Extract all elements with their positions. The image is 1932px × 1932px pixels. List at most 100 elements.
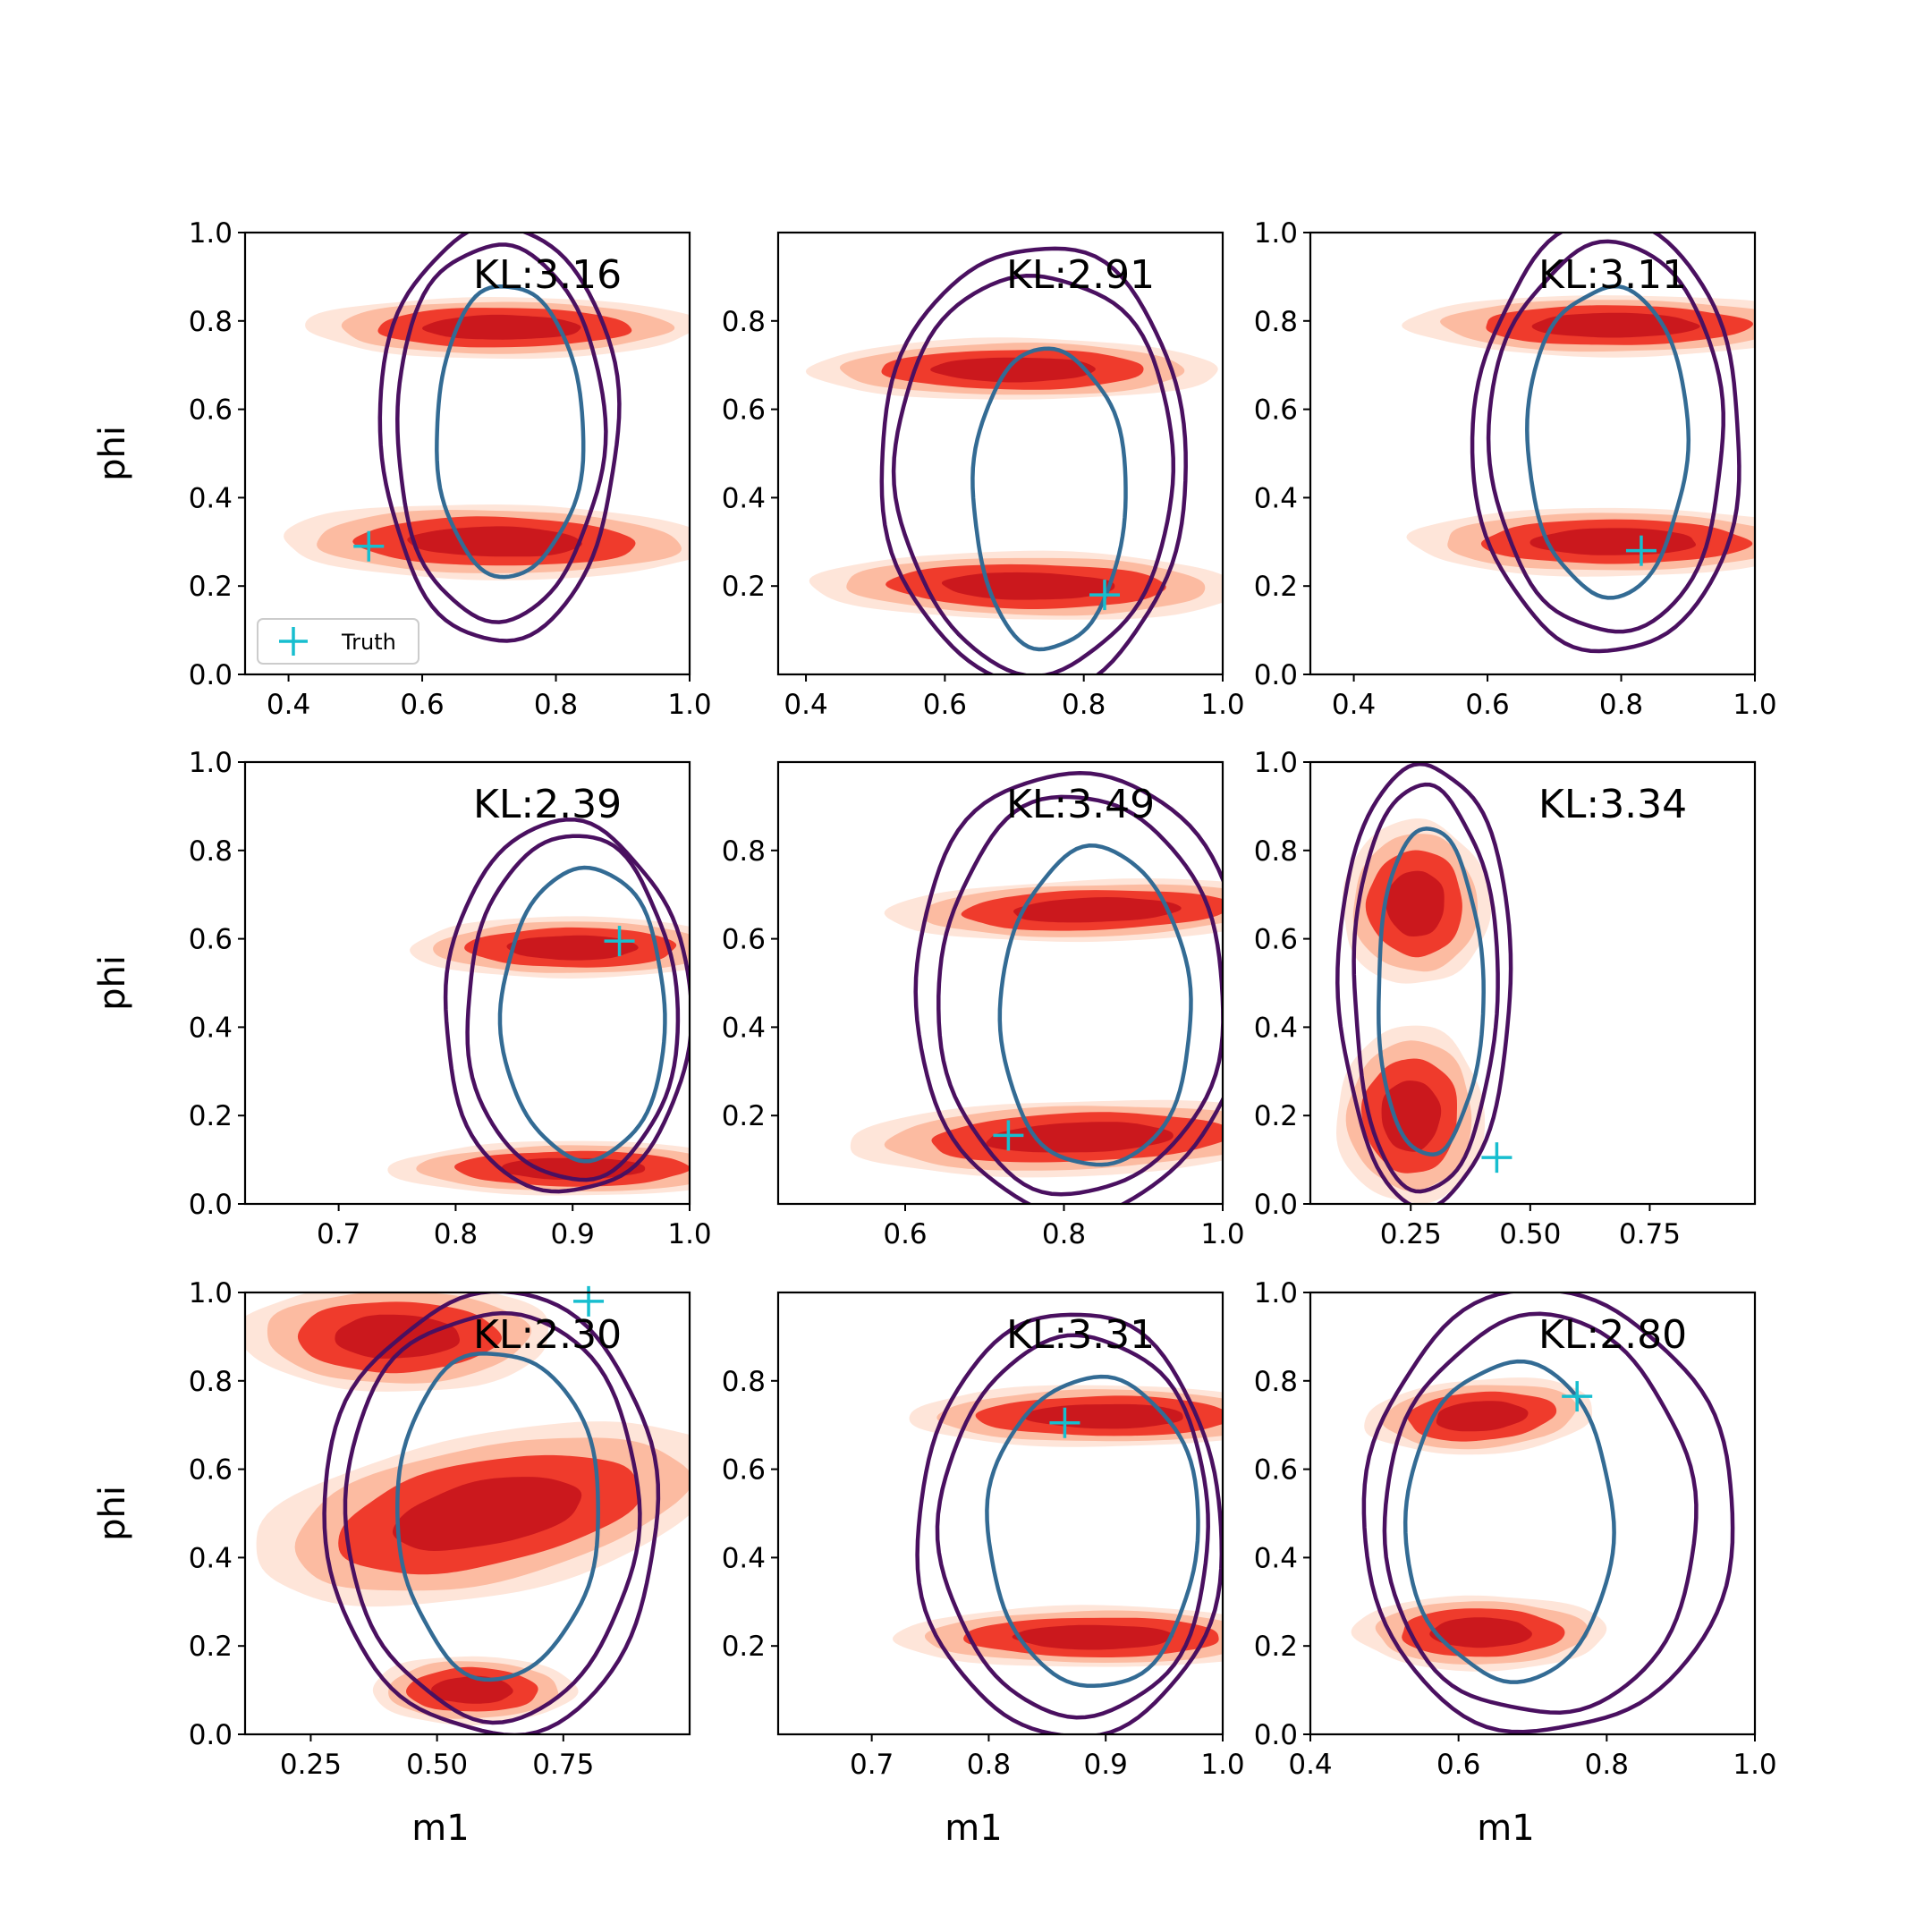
x-tick-label: 0.4	[1332, 689, 1376, 721]
x-tick-label: 1.0	[1200, 689, 1244, 721]
x-axis-label: m1	[1477, 1808, 1534, 1849]
plot-area	[387, 818, 690, 1196]
y-tick-label: 0.4	[189, 1542, 233, 1574]
y-tick-label: 0.2	[722, 1631, 766, 1663]
y-tick-label: 0.4	[1254, 482, 1298, 514]
truth-marker	[1625, 535, 1657, 566]
kl-label: KL:3.34	[1538, 782, 1687, 827]
y-tick-label: 0.0	[189, 1719, 233, 1751]
x-axis-label: m1	[945, 1808, 1002, 1849]
axes-frame	[1309, 760, 1757, 1206]
subplot-3: 0.4 0.6 0.8 1.0 0.0 0.2 0.4 0.6 0.8 1.0 KL:3.11	[1254, 217, 1777, 721]
contour-ring-3	[395, 1352, 600, 1682]
y-tick-label: 0.0	[1254, 659, 1298, 691]
plot-area	[892, 1312, 1223, 1734]
contour-ring-1	[377, 233, 622, 643]
y-tick-label: 0.6	[722, 924, 766, 956]
contour-ring-2	[343, 1310, 642, 1725]
axes-frame	[1309, 231, 1757, 676]
y-tick-label: 0.0	[1254, 1189, 1298, 1221]
y-tick-label: 0.6	[1254, 924, 1298, 956]
y-tick-label: 0.8	[1254, 306, 1298, 338]
contour-ring-3	[1377, 826, 1486, 1157]
y-tick-label: 0.2	[189, 571, 233, 603]
contour-ring-3	[435, 284, 586, 580]
y-tick-label: 0.2	[1254, 571, 1298, 603]
truth-marker	[1481, 1142, 1513, 1174]
y-tick-label: 0.4	[1254, 1542, 1298, 1574]
x-tick-label: 0.8	[1585, 1749, 1629, 1781]
y-tick-label: 1.0	[189, 217, 233, 250]
y-tick-label: 1.0	[1254, 747, 1298, 779]
axes-frame	[243, 231, 691, 676]
density-mode-2-level-4	[407, 526, 582, 557]
density-mode-2-level-4	[1530, 528, 1696, 555]
y-tick-label: 0.8	[189, 306, 233, 338]
y-tick-label: 0.2	[189, 1631, 233, 1663]
x-tick-label: 0.8	[434, 1218, 478, 1250]
y-tick-label: 1.0	[189, 1277, 233, 1309]
contour-ring-2	[1486, 239, 1725, 634]
kl-label: KL:3.16	[473, 252, 622, 298]
subplot-9: 0.4 0.6 0.8 1.0 0.0 0.2 0.4 0.6 0.8 1.0 KL:2.80 m1	[1254, 1277, 1777, 1849]
density-mode-2-level-4	[1381, 1080, 1442, 1152]
plot-area	[1351, 1292, 1735, 1734]
y-tick-label: 0.0	[189, 659, 233, 691]
y-axis-label: phi	[92, 955, 133, 1011]
y-tick-label: 0.8	[1254, 835, 1298, 868]
density-mode-2-level-4	[393, 1477, 582, 1551]
y-axis-label: phi	[92, 1486, 133, 1541]
contour-ring-1	[913, 771, 1223, 1204]
x-tick-label: 0.9	[1084, 1749, 1128, 1781]
y-tick-label: 1.0	[1254, 217, 1298, 250]
contour-ring-2	[1352, 782, 1500, 1194]
truth-marker	[993, 1120, 1024, 1151]
y-tick-label: 0.0	[189, 1189, 233, 1221]
axes-frame	[776, 760, 1224, 1206]
contour-ring-3	[997, 843, 1193, 1167]
x-tick-label: 0.75	[1619, 1218, 1681, 1250]
kl-label: KL:2.30	[473, 1312, 622, 1358]
truth-marker	[1089, 580, 1120, 611]
truth-marker	[353, 530, 385, 562]
x-tick-label: 1.0	[1733, 689, 1776, 721]
subplot-2: 0.4 0.6 0.8 1.0 0.2 0.4 0.6 0.8 KL:2.91	[722, 231, 1245, 721]
density-mode-3-level-4	[431, 1675, 513, 1704]
contour-ring-1	[322, 1292, 661, 1734]
x-axis-label: m1	[411, 1808, 469, 1849]
x-tick-label: 0.4	[1288, 1749, 1332, 1781]
legend-box	[257, 618, 419, 665]
y-tick-label: 0.4	[189, 482, 233, 514]
x-tick-label: 0.6	[923, 689, 967, 721]
x-tick-label: 0.7	[317, 1218, 360, 1250]
y-tick-label: 0.6	[189, 924, 233, 956]
contour-ring-2	[1382, 1311, 1699, 1715]
x-tick-label: 0.9	[551, 1218, 595, 1250]
plot-area	[1335, 762, 1513, 1204]
subplot-1: 0.4 0.6 0.8 1.0 0.0 0.2 0.4 0.6 0.8 1.0 KL:3.16 phi…	[92, 217, 712, 721]
contour-ring-1	[1470, 233, 1741, 654]
x-tick-label: 0.6	[400, 689, 444, 721]
axes-frame	[776, 1291, 1224, 1736]
y-tick-label: 1.0	[1254, 1277, 1298, 1309]
y-tick-label: 0.6	[722, 1454, 766, 1487]
plot-area	[805, 246, 1223, 674]
contour-ring-1	[1335, 762, 1513, 1204]
y-tick-label: 0.8	[189, 1366, 233, 1398]
subplot-8: 0.7 0.8 0.9 1.0 0.2 0.4 0.6 0.8 KL:3.31 m1	[722, 1291, 1245, 1849]
x-tick-label: 0.25	[1380, 1218, 1442, 1250]
x-tick-label: 0.4	[784, 689, 827, 721]
y-tick-label: 0.2	[189, 1100, 233, 1132]
x-tick-label: 0.6	[1465, 689, 1509, 721]
contour-ring-1	[879, 246, 1188, 674]
y-tick-label: 0.8	[722, 835, 766, 868]
density-mode-1-level-4	[335, 1314, 460, 1359]
density-mode-1-level-4	[1385, 870, 1445, 936]
x-tick-label: 0.6	[883, 1218, 927, 1250]
x-tick-label: 0.25	[280, 1749, 342, 1781]
kl-label: KL:3.49	[1006, 782, 1155, 827]
contour-ring-1	[443, 818, 690, 1194]
y-tick-label: 0.6	[189, 394, 233, 427]
contour-ring-3	[497, 865, 667, 1164]
contour-ring-2	[936, 794, 1223, 1197]
